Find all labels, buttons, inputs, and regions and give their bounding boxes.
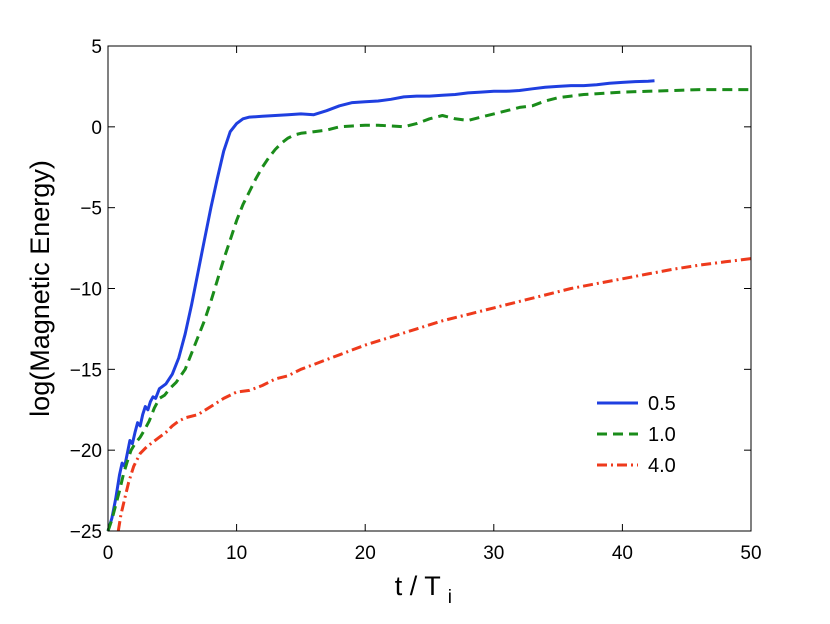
y-tick-label: 0 [91, 118, 102, 139]
y-tick-labels: 5 0 −5 −10 −15 −20 −25 [70, 37, 102, 543]
x-tick-label: 50 [740, 543, 761, 564]
legend-label-1: 0.5 [648, 393, 676, 415]
y-tick-label: −5 [80, 199, 102, 220]
y-tick-label: −25 [70, 522, 102, 543]
series-line-1 [106, 79, 655, 532]
x-tick-label: 0 [103, 543, 114, 564]
legend-label-2: 1.0 [648, 424, 676, 446]
y-axis-title: log(Magnetic Energy) [25, 160, 55, 417]
x-tick-label: 20 [355, 543, 376, 564]
x-tick-label: 30 [483, 543, 504, 564]
plot-lines [106, 79, 752, 532]
legend: 0.5 1.0 4.0 [597, 393, 676, 477]
x-tick-label: 10 [226, 543, 247, 564]
x-tick-label: 40 [612, 543, 633, 564]
x-axis-title-subscript: i [448, 587, 452, 608]
axis-ticks [107, 45, 752, 532]
x-axis-title: t / T i [395, 571, 452, 608]
x-axis-title-main: t / T [395, 571, 441, 601]
legend-label-3: 4.0 [648, 455, 676, 477]
y-tick-label: −15 [70, 360, 102, 381]
x-tick-labels: 0 10 20 30 40 50 [103, 543, 762, 564]
y-tick-label: −10 [70, 280, 102, 301]
y-tick-label: −20 [70, 441, 102, 462]
series-line-2 [106, 88, 751, 532]
y-tick-label: 5 [91, 37, 102, 58]
